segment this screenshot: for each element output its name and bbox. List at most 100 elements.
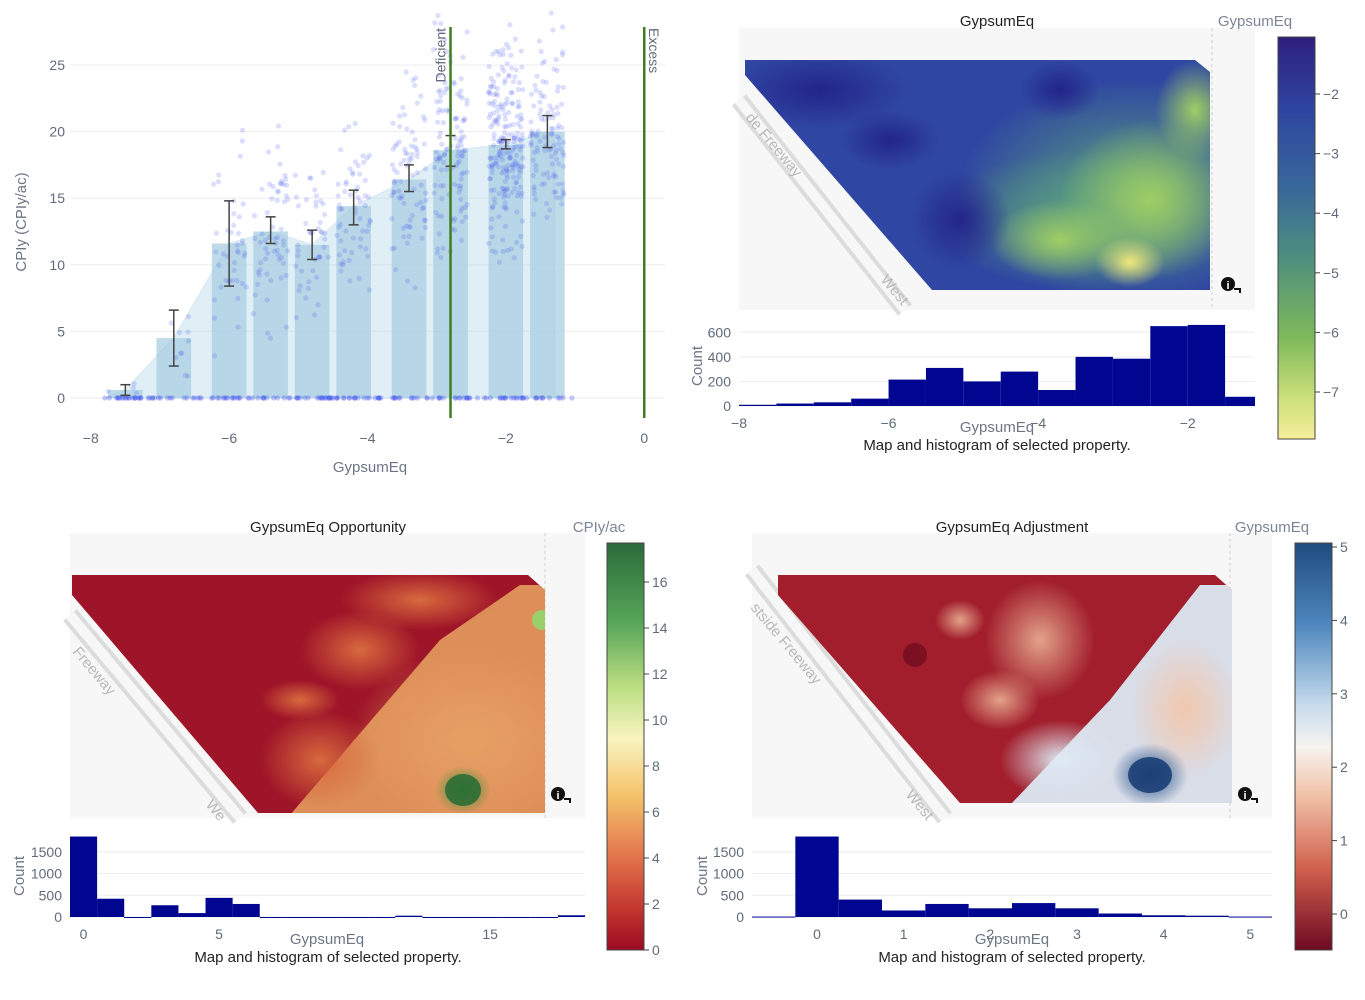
y-tick-label: 20 xyxy=(49,124,65,140)
data-point xyxy=(531,191,538,197)
data-point xyxy=(276,257,282,263)
hist-bar xyxy=(205,897,233,917)
data-point xyxy=(546,174,552,181)
data-point xyxy=(397,178,404,184)
data-point xyxy=(454,145,460,151)
data-point xyxy=(537,111,543,117)
data-point xyxy=(556,122,562,129)
data-point xyxy=(496,259,503,265)
bar xyxy=(391,179,427,399)
data-point xyxy=(319,229,325,235)
data-point xyxy=(554,133,561,140)
data-point xyxy=(550,173,557,179)
data-point xyxy=(173,355,179,361)
data-point xyxy=(190,395,196,401)
colorbar-tick-label: −2 xyxy=(1323,86,1339,102)
data-point xyxy=(278,181,284,187)
svg-text:i: i xyxy=(556,790,559,802)
data-point xyxy=(551,66,557,72)
data-point xyxy=(221,395,228,401)
data-point xyxy=(517,147,523,153)
hist-bar xyxy=(1000,371,1039,406)
data-point xyxy=(356,275,362,281)
data-point xyxy=(501,204,507,210)
data-point xyxy=(435,246,441,252)
data-point xyxy=(458,76,464,82)
data-point xyxy=(501,395,507,401)
data-point xyxy=(317,219,323,226)
data-point xyxy=(220,251,226,257)
hist-y-tick-label: 1000 xyxy=(713,866,744,882)
data-point xyxy=(517,184,524,190)
data-point xyxy=(123,395,130,401)
data-point xyxy=(403,69,409,75)
data-point xyxy=(516,136,523,143)
data-point xyxy=(278,255,285,261)
data-point xyxy=(278,226,284,232)
svg-text:i: i xyxy=(1226,280,1229,292)
data-point xyxy=(435,88,442,95)
data-point xyxy=(558,101,565,107)
data-point xyxy=(138,395,144,401)
info-icon[interactable]: i xyxy=(1221,277,1241,293)
data-point xyxy=(333,395,340,401)
data-point xyxy=(501,189,507,195)
data-point xyxy=(306,279,312,285)
data-point xyxy=(436,153,442,159)
road xyxy=(731,94,913,316)
data-point xyxy=(493,249,499,255)
data-point xyxy=(283,193,289,199)
data-point xyxy=(316,254,322,260)
data-point xyxy=(243,284,249,290)
hist-bar xyxy=(557,915,585,917)
data-point xyxy=(561,152,567,159)
data-point xyxy=(519,218,525,224)
data-point xyxy=(372,395,378,401)
data-point xyxy=(283,176,289,182)
data-point xyxy=(464,101,470,107)
data-point xyxy=(534,395,540,401)
data-point xyxy=(501,124,508,130)
adjustment-hist-y-label: Count xyxy=(694,855,711,896)
adjustment-map-title: GypsumEq Adjustment xyxy=(936,519,1089,536)
data-point xyxy=(492,117,498,123)
data-point xyxy=(211,297,218,303)
data-point xyxy=(513,143,519,149)
data-point xyxy=(459,95,465,101)
data-point xyxy=(216,262,222,268)
data-point xyxy=(451,79,457,85)
data-point xyxy=(437,98,443,104)
data-point xyxy=(130,385,136,391)
data-point xyxy=(455,153,461,159)
data-point xyxy=(495,108,501,114)
data-point xyxy=(361,159,367,165)
data-point xyxy=(464,395,470,401)
data-point xyxy=(517,143,523,149)
data-point xyxy=(553,147,560,153)
info-icon[interactable]: i xyxy=(551,787,571,803)
data-point xyxy=(498,139,504,145)
info-icon[interactable]: i xyxy=(1238,787,1258,803)
data-point xyxy=(429,395,435,401)
data-point xyxy=(520,164,526,170)
data-point xyxy=(486,100,492,106)
hist-bar xyxy=(395,915,423,917)
data-point xyxy=(517,169,523,175)
data-point xyxy=(391,189,397,196)
data-point xyxy=(418,200,424,206)
data-point xyxy=(528,119,534,125)
hist-bar xyxy=(813,402,852,406)
colorbar-tick-label: 2 xyxy=(652,896,660,912)
data-point xyxy=(503,204,509,210)
data-point xyxy=(239,280,245,287)
data-point xyxy=(559,52,566,58)
data-point xyxy=(218,284,224,290)
data-point xyxy=(114,395,120,401)
data-point xyxy=(281,242,287,248)
data-point xyxy=(360,228,366,234)
data-point xyxy=(500,107,506,113)
data-point xyxy=(435,109,441,116)
data-point xyxy=(234,242,240,248)
hist-bar xyxy=(503,917,531,918)
opportunity-caption: Map and histogram of selected property. xyxy=(194,949,461,966)
